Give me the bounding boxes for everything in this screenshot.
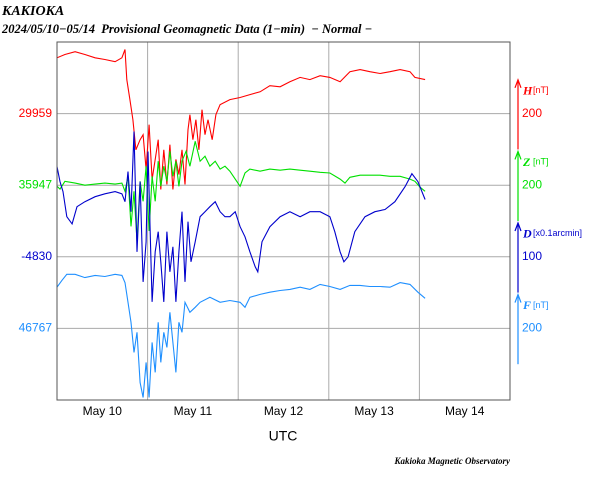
x-axis-label: UTC <box>269 428 298 444</box>
traces <box>57 49 426 398</box>
series-unit: [x0.1arcmin] <box>533 228 582 238</box>
x-tick-label: May 10 <box>83 404 123 418</box>
series-name: F <box>522 298 531 312</box>
series-name: Z <box>522 155 531 169</box>
trace-line <box>57 49 426 190</box>
scale-label: 100 <box>522 249 542 263</box>
x-tick-label: May 12 <box>264 404 304 418</box>
y-tick-label: -4830 <box>21 249 52 263</box>
scale-label: 200 <box>522 321 542 335</box>
scale-label: 200 <box>522 106 542 120</box>
x-tick-label: May 13 <box>354 404 394 418</box>
series-unit: [nT] <box>533 300 549 310</box>
scale-arrow <box>514 78 522 89</box>
y-tick-label: 35947 <box>19 177 53 191</box>
trace-line <box>57 141 426 242</box>
chart-subtitle: 2024/05/10−05/14 Provisional Geomagnetic… <box>1 22 372 36</box>
chart-title: KAKIOKA <box>1 4 64 19</box>
series-unit: [nT] <box>533 157 549 167</box>
scale-label: 200 <box>522 177 542 191</box>
scale-arrow <box>514 292 522 303</box>
scale-arrow <box>514 221 522 232</box>
y-tick-label: 46767 <box>19 321 53 335</box>
series-unit: [nT] <box>533 85 549 95</box>
source-note: Kakioka Magnetic Observatory <box>394 456 511 466</box>
x-tick-label: May 14 <box>445 404 485 418</box>
grid <box>56 42 511 400</box>
x-tick-label: May 11 <box>174 404 213 418</box>
series-name: H <box>522 83 533 97</box>
y-tick-label: 29959 <box>19 106 53 120</box>
trace-line <box>57 131 426 302</box>
scale-arrow <box>514 149 522 160</box>
trace-line <box>57 273 426 398</box>
plot-frame <box>56 41 511 401</box>
series-name: D <box>522 227 532 241</box>
